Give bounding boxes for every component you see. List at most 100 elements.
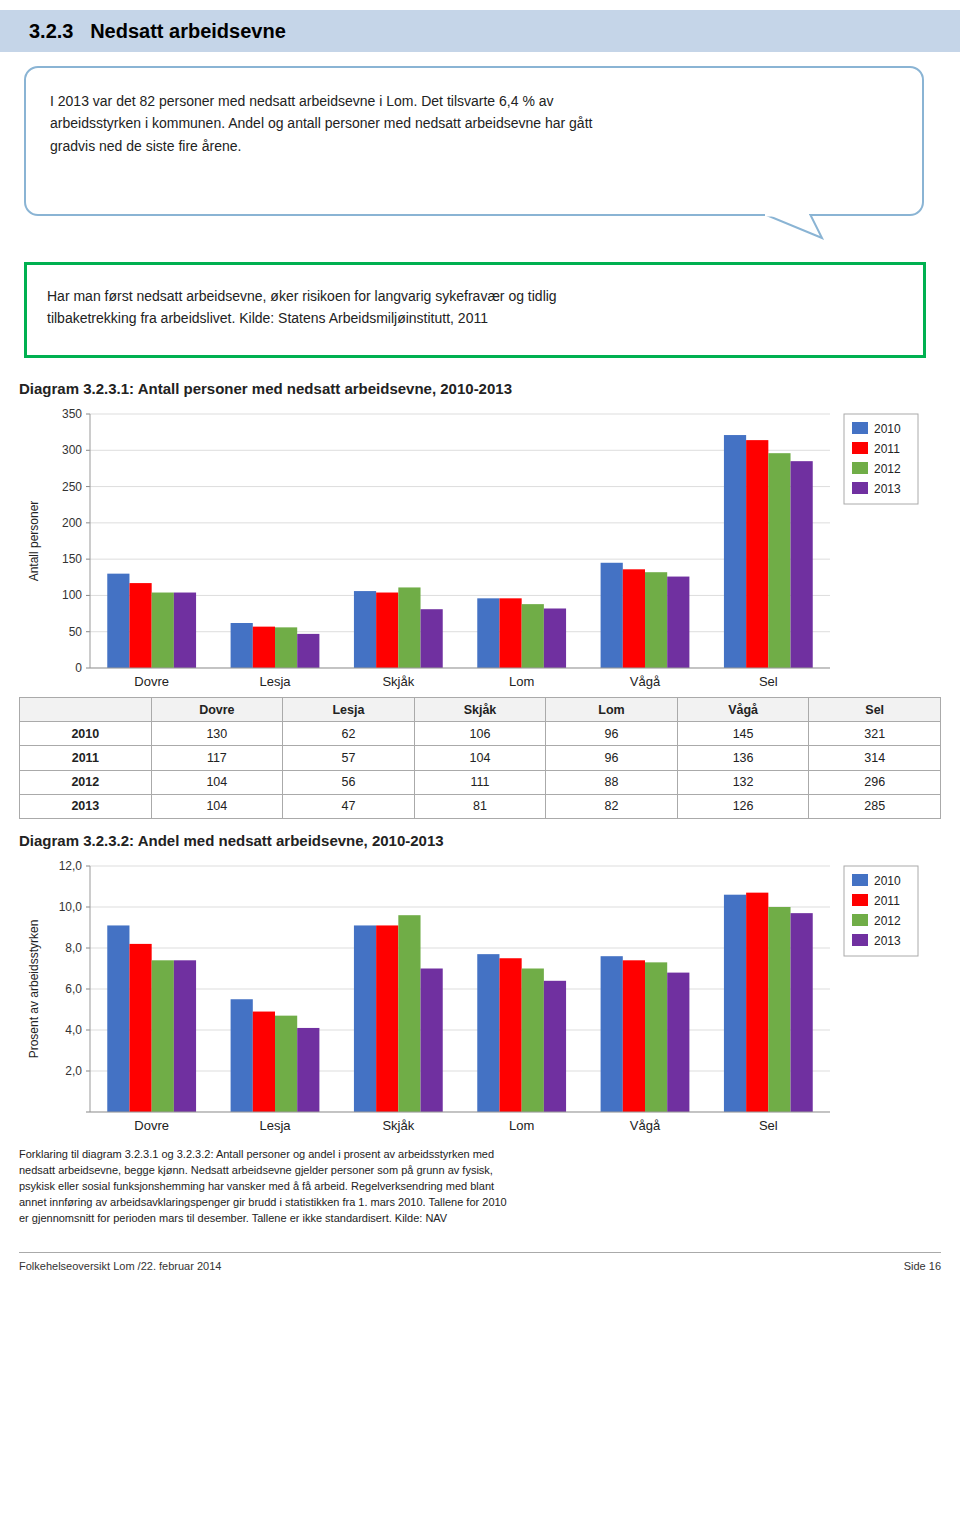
legend-label: 2010: [874, 874, 901, 888]
bar: [275, 627, 297, 668]
grid: [90, 866, 830, 1112]
y-tick: [86, 414, 90, 415]
legend-swatch: [852, 462, 868, 474]
chart-title: Diagram 3.2.3.2: Andel med nedsatt arbei…: [19, 832, 939, 849]
y-axis-label: Prosent av arbeidsstyrken: [27, 920, 41, 1059]
chart-title: Diagram 3.2.3.1: Antall personer med ned…: [19, 380, 939, 397]
bubble-line: arbeidsstyrken i kommunen. Andel og anta…: [50, 112, 898, 134]
legend-swatch: [852, 874, 868, 886]
table-row: 20101306210696145321: [20, 722, 941, 746]
bar: [129, 944, 151, 1112]
bar: [376, 925, 398, 1112]
table-row-label: 2013: [20, 794, 152, 818]
bubble-tail-join: [765, 214, 809, 217]
table-cell: 117: [151, 746, 283, 770]
grid-line: [90, 668, 830, 669]
y-tick-label: 12,0: [59, 859, 83, 873]
y-tick: [86, 668, 90, 669]
y-tick: [86, 866, 90, 867]
table-row-label: 2012: [20, 770, 152, 794]
table-cell: 56: [283, 770, 415, 794]
table-row: 2013104478182126285: [20, 794, 941, 818]
bar: [601, 956, 623, 1112]
y-tick-label: 250: [62, 480, 82, 494]
bar: [107, 574, 129, 668]
bar: [667, 577, 689, 668]
table-cell: 126: [677, 794, 809, 818]
footnote-line: Forklaring til diagram 3.2.3.1 og 3.2.3.…: [19, 1147, 941, 1163]
legend-label: 2011: [874, 442, 900, 456]
bar: [499, 958, 521, 1112]
legend-frame: [844, 866, 918, 956]
y-tick: [86, 989, 90, 990]
bar: [152, 593, 174, 668]
footnote-line: nedsatt arbeidsevne, begge kjønn. Nedsat…: [19, 1163, 941, 1179]
bar: [623, 569, 645, 668]
bar: [499, 598, 521, 668]
table-cell: 82: [546, 794, 678, 818]
bar: [297, 634, 319, 668]
page-number: Side 16: [904, 1260, 941, 1272]
legend-swatch: [852, 442, 868, 454]
grid-line: [90, 522, 830, 523]
y-tick-label: 300: [62, 443, 82, 457]
y-axis: 2,04,06,08,010,012,0: [59, 859, 90, 1112]
y-tick: [86, 631, 90, 632]
x-tick-label: Sel: [759, 674, 778, 689]
bar: [724, 435, 746, 668]
bar: [645, 572, 667, 668]
y-axis: 050100150200250300350: [62, 407, 90, 675]
y-tick: [86, 1112, 90, 1113]
table-cell: 106: [414, 722, 546, 746]
section-title: 3.2.3 Nedsatt arbeidsevne: [0, 10, 960, 52]
bar: [253, 627, 275, 668]
grid: [90, 414, 830, 668]
x-tick-label: Lesja: [259, 674, 291, 689]
bubble-tail-shape: [764, 214, 822, 238]
table-header: Sel: [809, 698, 941, 722]
legend-swatch: [852, 482, 868, 494]
bar: [522, 604, 544, 668]
bar: [398, 587, 420, 668]
grid-line: [90, 414, 830, 415]
x-tick-label: Dovre: [134, 674, 169, 689]
legend-label: 2012: [874, 914, 901, 928]
bar: [129, 583, 151, 668]
table-cell: 96: [546, 722, 678, 746]
bar: [275, 1016, 297, 1112]
bar: [477, 598, 499, 668]
table-corner: [20, 698, 152, 722]
legend-label: 2013: [874, 934, 901, 948]
bar: [623, 960, 645, 1112]
table-header: Vågå: [677, 698, 809, 722]
bar-chart: 050100150200250300350DovreLesjaSkjåkLomV…: [0, 404, 960, 696]
bubble-line: gradvis ned de siste fire årene.: [50, 135, 898, 157]
table-cell: 104: [414, 746, 546, 770]
table-cell: 81: [414, 794, 546, 818]
table-cell: 57: [283, 746, 415, 770]
bar: [231, 999, 253, 1112]
x-tick-label: Skjåk: [382, 1118, 414, 1133]
bar: [645, 962, 667, 1112]
table-header: Lom: [546, 698, 678, 722]
bar: [746, 893, 768, 1112]
y-tick-label: 2,0: [65, 1064, 82, 1078]
info-line: Har man først nedsatt arbeidsevne, øker …: [47, 285, 903, 307]
legend-swatch: [852, 914, 868, 926]
legend-swatch: [852, 934, 868, 946]
table-cell: 96: [546, 746, 678, 770]
x-tick-label: Sel: [759, 1118, 778, 1133]
data-table: DovreLesjaSkjåkLomVågåSel201013062106961…: [19, 697, 941, 819]
y-tick-label: 350: [62, 407, 82, 421]
grid-line: [90, 1071, 830, 1072]
y-tick: [86, 595, 90, 596]
info-line: tilbaketrekking fra arbeidslivet. Kilde:…: [47, 307, 903, 329]
page-footer: Folkehelseoversikt Lom /22. februar 2014…: [19, 1252, 941, 1279]
y-tick: [86, 907, 90, 908]
bar: [544, 608, 566, 668]
bar: [107, 925, 129, 1112]
bar: [152, 960, 174, 1112]
info-box: Har man først nedsatt arbeidsevne, øker …: [24, 262, 926, 358]
grid-line: [90, 631, 830, 632]
y-axis-line: [90, 866, 91, 1112]
